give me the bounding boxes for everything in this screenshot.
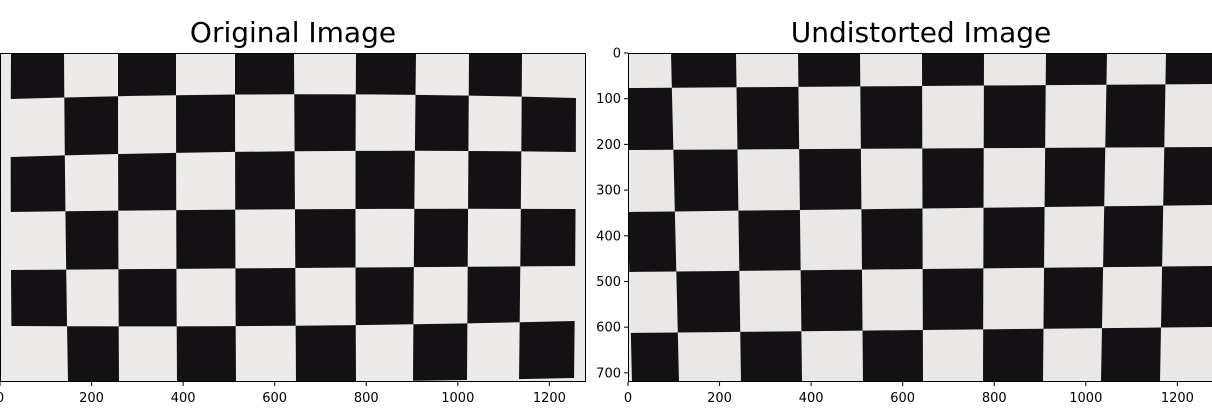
checker-square [235, 151, 295, 210]
checker-square [628, 211, 677, 272]
checker-square [740, 331, 802, 382]
x-tick-label: 600 [890, 391, 915, 406]
checker-square [468, 53, 522, 97]
checker-square [118, 268, 177, 327]
y-tick-label: 0 [613, 47, 621, 62]
checker-square [1105, 84, 1166, 148]
x-tick-label: 1200 [533, 391, 566, 406]
title-undistorted: Undistorted Image [790, 16, 1052, 49]
checker-square [67, 326, 119, 382]
x-tick-label: 0 [624, 391, 632, 406]
axes-frame [628, 53, 1212, 382]
y-tick-label: 500 [596, 275, 621, 290]
checker-square [519, 321, 575, 380]
panel-undistorted: 0 200 400 600 800 1000 1200 0 100 200 300 400 500 600… [596, 47, 1212, 406]
checker-square [413, 323, 468, 381]
x-tick-label: 1000 [441, 391, 474, 406]
checker-square [1160, 266, 1212, 328]
checker-square [862, 329, 924, 382]
checker-square [176, 94, 236, 153]
checker-square [1103, 205, 1164, 268]
checker-square [799, 148, 862, 210]
checker-square [468, 150, 522, 209]
x-tick-label: 0 [0, 391, 4, 406]
y-tick-label: 200 [596, 138, 621, 153]
title-original: Original Image [189, 16, 397, 49]
checker-square [355, 267, 414, 326]
x-tick-label: 200 [79, 391, 104, 406]
checker-square [982, 328, 1044, 382]
checker-square [1100, 327, 1161, 382]
checker-square [630, 332, 680, 382]
checker-square [235, 53, 295, 95]
y-tick-label: 100 [596, 92, 621, 107]
checker-square [467, 266, 521, 324]
axes-frame [0, 53, 586, 382]
checker-square [738, 209, 801, 271]
checker-square [295, 325, 356, 382]
y-tick-label: 600 [596, 321, 621, 336]
checker-square [355, 150, 415, 209]
checker-square [673, 149, 739, 212]
checker-square [628, 87, 674, 150]
checker-square [414, 94, 469, 151]
checker-square [922, 53, 985, 86]
y-tick-label: 400 [596, 229, 621, 244]
x-tick-label: 800 [982, 391, 1007, 406]
checker-square [294, 208, 356, 268]
x-tick-label: 1200 [1161, 391, 1194, 406]
checker-square [355, 53, 416, 95]
checker-square [861, 208, 923, 270]
checker-square [1045, 53, 1107, 86]
checker-square [64, 96, 119, 156]
checker-square [1163, 147, 1212, 206]
checker-square [118, 152, 177, 211]
checker-square [521, 96, 576, 152]
checker-square [118, 53, 177, 97]
x-tick-label: 800 [354, 391, 379, 406]
checker-square [1044, 147, 1106, 208]
checker-square [1043, 267, 1104, 329]
checker-square [413, 208, 469, 268]
checker-square [1165, 53, 1212, 85]
checker-square [983, 85, 1046, 149]
checker-square [922, 148, 984, 209]
checker-square [676, 270, 741, 333]
checker-square [176, 326, 236, 382]
checker-square [797, 53, 861, 87]
checker-square [520, 208, 576, 267]
checker-square [10, 269, 68, 327]
x-tick-label: 600 [262, 391, 287, 406]
checker-square [983, 207, 1045, 269]
x-tick-label: 400 [799, 391, 824, 406]
checker-square [65, 210, 119, 270]
checker-square [922, 268, 984, 330]
y-tick-label: 700 [596, 366, 621, 381]
checker-square [10, 155, 66, 212]
x-tick-label: 1000 [1069, 391, 1102, 406]
checker-square [235, 267, 296, 327]
checker-square [800, 269, 863, 332]
checker-square [860, 85, 923, 149]
checker-square [670, 53, 737, 88]
checker-square [294, 94, 356, 152]
x-tick-label: 200 [707, 391, 732, 406]
panel-original: 0 200 400 600 800 1000 1200 [0, 53, 586, 406]
checker-square [10, 53, 65, 99]
checker-square [736, 86, 800, 150]
x-tick-label: 400 [171, 391, 196, 406]
checker-square [176, 209, 236, 269]
y-tick-label: 300 [596, 184, 621, 199]
